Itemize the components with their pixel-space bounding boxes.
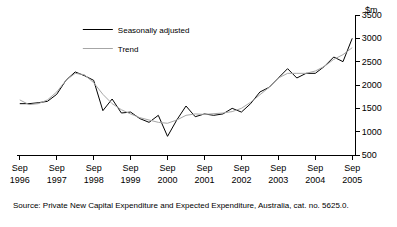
svg-text:Sep1997: Sep1997 bbox=[47, 163, 67, 185]
svg-text:Sep2005: Sep2005 bbox=[342, 163, 362, 185]
svg-text:Sep1999: Sep1999 bbox=[121, 163, 141, 185]
svg-text:Seasonally adjusted: Seasonally adjusted bbox=[118, 26, 190, 35]
svg-text:2500: 2500 bbox=[362, 57, 382, 67]
svg-text:500: 500 bbox=[362, 150, 377, 160]
svg-text:Sep2002: Sep2002 bbox=[231, 163, 251, 185]
svg-text:Sep2001: Sep2001 bbox=[194, 163, 214, 185]
svg-text:1500: 1500 bbox=[362, 103, 382, 113]
svg-text:Sep1998: Sep1998 bbox=[84, 163, 104, 185]
svg-text:$m: $m bbox=[365, 5, 378, 15]
svg-text:Trend: Trend bbox=[118, 45, 139, 54]
svg-text:Sep2003: Sep2003 bbox=[268, 163, 288, 185]
svg-text:Sep2000: Sep2000 bbox=[158, 163, 178, 185]
svg-text:Sep2004: Sep2004 bbox=[305, 163, 325, 185]
svg-text:2000: 2000 bbox=[362, 80, 382, 90]
svg-text:Source: Private New Capital Ex: Source: Private New Capital Expenditure … bbox=[13, 201, 349, 210]
svg-text:1000: 1000 bbox=[362, 127, 382, 137]
svg-text:3000: 3000 bbox=[362, 33, 382, 43]
svg-text:Sep1996: Sep1996 bbox=[10, 163, 30, 185]
svg-text:3500: 3500 bbox=[362, 10, 382, 20]
